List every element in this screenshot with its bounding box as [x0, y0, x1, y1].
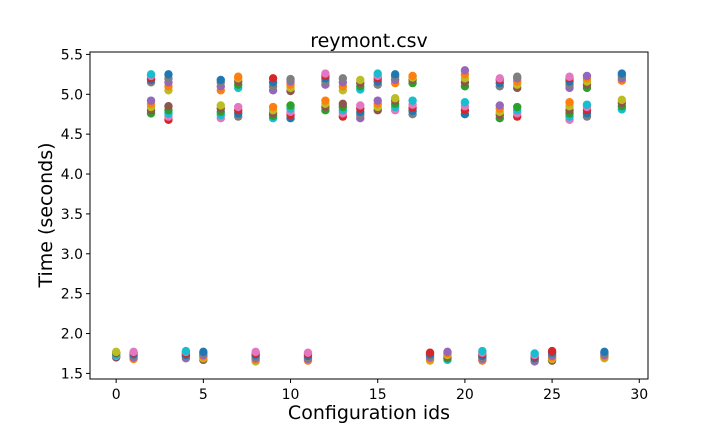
data-point	[111, 347, 121, 357]
data-point	[495, 101, 504, 110]
data-point	[582, 100, 592, 109]
data-point	[565, 98, 574, 107]
data-point	[303, 348, 313, 357]
data-point	[146, 96, 156, 105]
y-tick-label: 4.0	[61, 167, 83, 183]
data-point	[164, 70, 173, 79]
y-tick-label: 2.0	[61, 327, 83, 343]
x-axis-label: Configuration ids	[288, 402, 450, 424]
data-point	[408, 96, 417, 105]
x-tick-label: 30	[630, 387, 648, 403]
x-tick-label: 20	[456, 387, 474, 403]
x-tick-label: 10	[282, 387, 300, 403]
y-tick-label: 1.5	[61, 366, 83, 382]
data-point	[146, 70, 156, 79]
data-point	[356, 101, 365, 110]
data-point	[181, 346, 191, 356]
data-point	[234, 102, 243, 112]
x-axis-ticks: 0 5 10 15 20 25 30	[112, 379, 648, 403]
data-point	[390, 70, 400, 79]
data-point	[338, 74, 348, 83]
data-point	[286, 74, 295, 84]
plot-frame	[89, 51, 649, 380]
x-tick-label: 25	[543, 387, 561, 403]
data-point	[251, 347, 260, 357]
data-point	[530, 349, 539, 358]
data-point	[582, 71, 592, 81]
data-point	[600, 347, 609, 357]
data-point	[286, 101, 295, 110]
y-axis-ticks: 1.5 2.0 2.5 3.0 3.5 4.0 4.5 5.0 5.5	[61, 47, 90, 382]
data-point	[129, 347, 138, 357]
data-point	[460, 66, 470, 75]
data-point	[513, 102, 522, 112]
data-point	[460, 98, 470, 107]
data-point	[373, 69, 382, 78]
data-point	[617, 69, 627, 78]
data-point	[617, 95, 627, 105]
data-point	[321, 69, 330, 78]
y-tick-label: 4.5	[61, 127, 83, 143]
data-point	[565, 72, 574, 81]
data-point	[425, 348, 435, 357]
x-tick-label: 5	[199, 387, 208, 403]
y-tick-label: 2.5	[61, 287, 83, 303]
data-point	[390, 94, 400, 103]
y-tick-label: 3.5	[61, 207, 83, 223]
data-point	[268, 102, 278, 112]
data-point	[268, 74, 278, 83]
data-point	[547, 346, 557, 356]
data-point	[495, 74, 504, 83]
y-tick-label: 5.0	[61, 87, 83, 103]
data-point	[338, 99, 348, 109]
data-point	[164, 102, 173, 111]
data-point	[356, 75, 365, 85]
data-point	[443, 347, 452, 357]
x-tick-label: 0	[112, 387, 121, 403]
data-point	[478, 346, 487, 356]
data-point	[408, 71, 417, 81]
data-point	[199, 347, 208, 357]
data-points	[111, 66, 627, 366]
data-point	[234, 72, 243, 81]
data-point	[216, 101, 225, 110]
data-point	[321, 96, 330, 105]
y-tick-label: 3.0	[61, 247, 83, 263]
x-tick-label: 15	[369, 387, 387, 403]
data-point	[513, 72, 522, 81]
y-tick-label: 5.5	[61, 47, 83, 63]
data-point	[216, 75, 225, 85]
chart-title: reymont.csv	[310, 30, 428, 52]
data-point	[373, 96, 382, 105]
y-axis-label: Time (seconds)	[35, 142, 57, 288]
